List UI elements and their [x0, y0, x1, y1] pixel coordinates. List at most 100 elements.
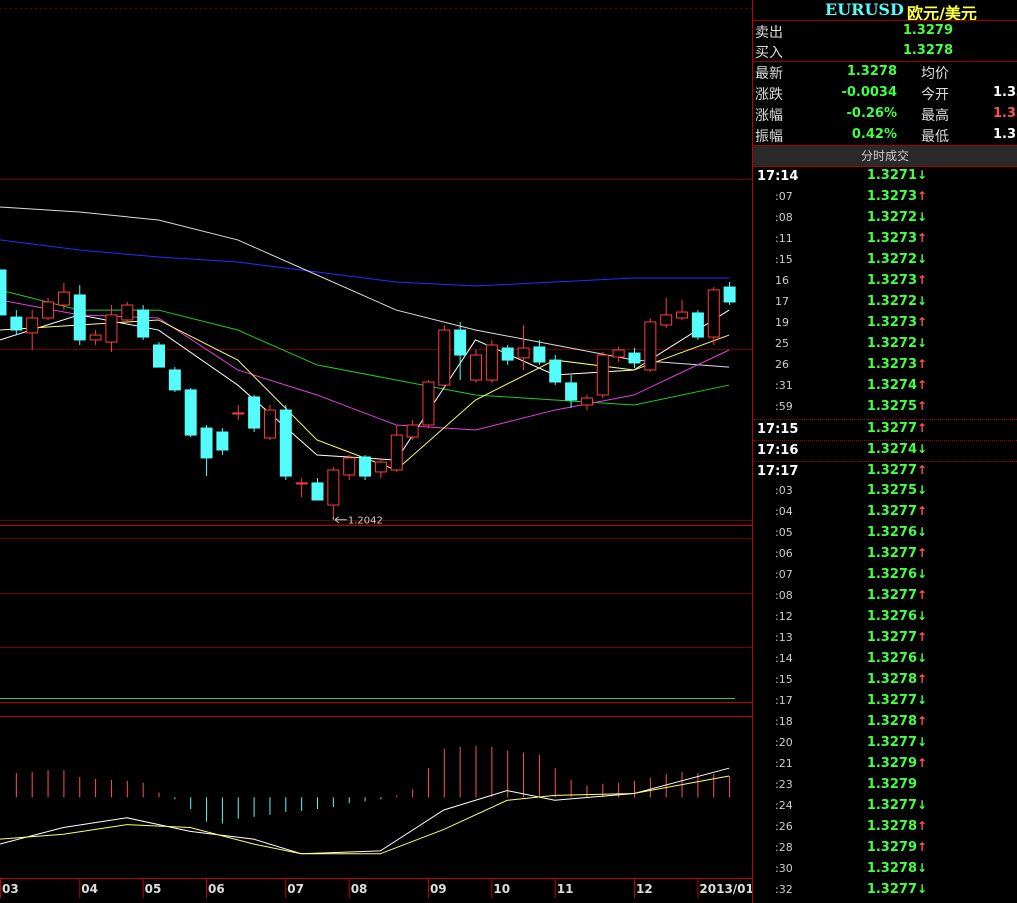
- moving-average: [0, 206, 730, 368]
- trade-row: 17:17 1.3277 ↑: [753, 461, 1017, 483]
- candle-body: [26, 317, 39, 334]
- candle-body: [343, 457, 356, 476]
- trade-time: 17:17: [757, 464, 799, 479]
- trade-row: :24 1.3277 ↓: [753, 797, 1017, 818]
- macd-line: [0, 767, 730, 855]
- trade-arrow: ↓: [917, 693, 928, 707]
- trade-price: 1.3275: [866, 399, 917, 414]
- trade-time: 25: [775, 337, 789, 350]
- candle-body: [580, 397, 593, 406]
- trade-row: :11 1.3273 ↑: [753, 230, 1017, 251]
- trade-time: :07: [775, 190, 793, 203]
- trade-price: 1.3277: [866, 546, 917, 561]
- trade-price: 1.3272: [866, 210, 917, 225]
- candle-body: [105, 314, 118, 343]
- divider: [753, 145, 1017, 146]
- trade-time: 17: [775, 295, 789, 308]
- trade-price: 1.3272: [866, 252, 917, 267]
- trade-row: 17:14 1.3271 ↓: [753, 167, 1017, 188]
- candle-body: [691, 312, 704, 338]
- trade-price: 1.3276: [866, 651, 917, 666]
- macd-line: [0, 775, 730, 855]
- divider: [752, 0, 753, 903]
- stat-value: -0.26%: [846, 106, 898, 121]
- trade-row: :04 1.3277 ↑: [753, 503, 1017, 524]
- trade-arrow: ↓: [917, 294, 928, 308]
- trade-time: 16: [775, 274, 789, 287]
- trade-price: 1.3278: [866, 714, 917, 729]
- trade-time: 26: [775, 358, 789, 371]
- trade-time: :14: [775, 652, 793, 665]
- trade-price: 1.3273: [866, 231, 917, 246]
- trade-row: :06 1.3277 ↑: [753, 545, 1017, 566]
- x-tick-label: 09: [430, 882, 447, 896]
- trade-price: 1.3279: [866, 756, 917, 771]
- trade-row: :21 1.3279 ↑: [753, 755, 1017, 776]
- candle-body: [628, 352, 641, 364]
- trade-row: :23 1.3279: [753, 776, 1017, 797]
- candle-body: [676, 311, 689, 319]
- trade-price: 1.3277: [866, 504, 917, 519]
- trade-row: :20 1.3277 ↓: [753, 734, 1017, 755]
- candle-body: [707, 289, 720, 338]
- stat-label: 今开: [921, 87, 949, 103]
- trade-price: 1.3275: [866, 483, 917, 498]
- trade-price: 1.3277: [866, 735, 917, 750]
- trade-time: :24: [775, 799, 793, 812]
- trade-row: 16 1.3273 ↑: [753, 272, 1017, 293]
- candle-body: [359, 456, 372, 477]
- stat-value: 1.32: [993, 127, 1017, 142]
- trade-price: 1.3279: [866, 777, 917, 792]
- low-label: 1.2042: [348, 516, 383, 527]
- trade-arrow: ↑: [917, 504, 928, 518]
- trade-time: :31: [775, 379, 793, 392]
- trade-arrow: ↑: [917, 378, 928, 392]
- candle-body: [168, 369, 181, 391]
- buy-price: 1.3278: [902, 43, 953, 58]
- moving-average: [0, 239, 730, 287]
- trade-price: 1.3272: [866, 336, 917, 351]
- candle-body: [263, 409, 276, 439]
- candle-body: [533, 346, 546, 363]
- trade-arrow: ↓: [917, 882, 928, 896]
- candle-body: [42, 301, 55, 319]
- trade-arrow: ↑: [917, 463, 928, 477]
- trade-time: :04: [775, 505, 793, 518]
- candle-body: [501, 347, 514, 361]
- trade-row: 17 1.3272 ↓: [753, 293, 1017, 314]
- candle-body: [596, 354, 609, 396]
- x-tick-label: 11: [557, 882, 574, 896]
- x-tick-label: 08: [351, 882, 368, 896]
- trade-arrow: ↓: [917, 442, 928, 456]
- stat-label: 涨幅: [755, 108, 783, 124]
- trade-time: 17:16: [757, 443, 799, 458]
- trade-price: 1.3277: [866, 463, 917, 478]
- trade-arrow: ↑: [917, 399, 928, 413]
- trade-time: :26: [775, 820, 793, 833]
- trade-time: :59: [775, 400, 793, 413]
- trade-arrow: ↑: [917, 714, 928, 728]
- trade-price: 1.3278: [866, 861, 917, 876]
- x-tick-label: 03: [2, 882, 19, 896]
- trade-price: 1.3278: [866, 819, 917, 834]
- stat-label: 最高: [921, 108, 949, 124]
- stat-value: 1.33: [993, 106, 1017, 121]
- trade-row: :26 1.3278 ↑: [753, 818, 1017, 839]
- quote-panel: EURUSD 欧元/美元 卖出 1.3279 买入 1.3278 分时成交 最新…: [753, 0, 1017, 903]
- moving-average: [0, 289, 730, 406]
- candle-body: [644, 321, 657, 371]
- trade-price: 1.3278: [866, 672, 917, 687]
- trade-arrow: ↑: [917, 231, 928, 245]
- stat-label: 涨跌: [755, 87, 783, 103]
- trade-arrow: ↑: [917, 840, 928, 854]
- stat-label: 振幅: [755, 129, 783, 145]
- candle-body: [121, 304, 134, 321]
- candle-body: [454, 329, 467, 356]
- candle-body: [184, 389, 197, 436]
- trade-arrow: ↑: [917, 588, 928, 602]
- candle-body: [470, 354, 482, 381]
- divider: [753, 20, 1017, 21]
- candle-body: [89, 334, 102, 341]
- trade-arrow: ↓: [917, 861, 928, 875]
- trade-time: :20: [775, 736, 793, 749]
